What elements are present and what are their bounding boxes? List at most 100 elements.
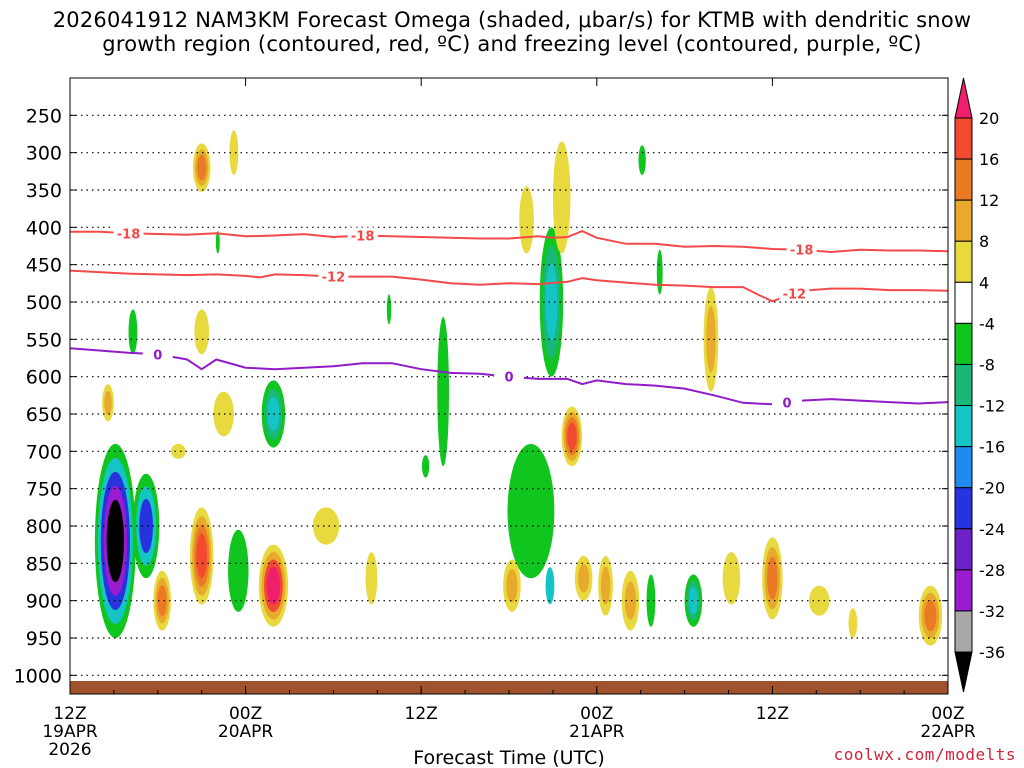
- y-tick-label-900: 900: [26, 591, 62, 613]
- dgz-minus12-label-bg-1: [779, 285, 810, 301]
- colorbar-label-0: 20: [979, 109, 999, 128]
- colorbar-segment-12: [954, 569, 973, 612]
- dgz-minus18-label-bg-2: [786, 241, 817, 257]
- omega-cell-24-level-1: [578, 563, 590, 593]
- y-tick-label-850: 850: [26, 553, 62, 575]
- omega-cell-25-level-1: [600, 566, 611, 605]
- x-tick-date-36: 21APR: [569, 722, 625, 742]
- y-tick-label-350: 350: [26, 180, 62, 202]
- colorbar-segment-4: [954, 240, 973, 283]
- colorbar-segment-7: [954, 363, 973, 407]
- y-tick-label-450: 450: [26, 255, 62, 277]
- colorbar-label-13: -36: [979, 643, 1005, 662]
- freezing-level-label-2: 0: [783, 396, 792, 411]
- omega-cell-17-level-0: [507, 443, 555, 579]
- y-tick-label-950: 950: [26, 628, 62, 650]
- x-tick-year-0: 2026: [48, 740, 91, 760]
- colorbar-segment-5: [954, 281, 973, 324]
- colorbar-segment-3: [954, 199, 973, 242]
- colorbar-label-9: -20: [979, 479, 1005, 498]
- colorbar-segment-6: [954, 322, 973, 365]
- omega-cell-31-level-0: [722, 552, 741, 605]
- omega-cell-16-level-0: [437, 316, 450, 467]
- axes: 250 300 350 400 450 500 550 600 650 700 750 800 850 9…: [14, 78, 976, 760]
- omega-cell-13-level-0: [229, 130, 239, 176]
- colorbar-label-11: -28: [979, 561, 1005, 580]
- x-tick-date-60: 22APR: [920, 722, 976, 742]
- colorbar-label-4: 4: [979, 273, 989, 292]
- y-tick-label-300: 300: [26, 143, 62, 165]
- dgz-minus18-label-bg-1: [347, 227, 378, 243]
- omega-cell-2-level-0: [128, 309, 138, 355]
- x-tick-date-0: 19APR: [42, 722, 98, 742]
- dgz-minus12-line: [70, 269, 948, 303]
- y-tick-label-650: 650: [26, 404, 62, 426]
- omega-cell-3-level-1: [104, 390, 112, 415]
- colorbar-label-1: 16: [979, 150, 999, 169]
- y-tick-label-750: 750: [26, 479, 62, 501]
- omega-cell-9-level-0: [213, 391, 234, 437]
- colorbar-label-6: -8: [979, 355, 995, 374]
- omega-cell-12-level-3: [266, 566, 281, 605]
- colorbar-bottom-triangle: [954, 651, 973, 693]
- omega-cell-30-level-1: [706, 305, 716, 373]
- colorbar-segment-9: [954, 446, 973, 489]
- x-tick-label-12: 00Z: [229, 704, 262, 724]
- omega-cell-32-level-2: [767, 556, 778, 600]
- dgz-minus12-label-bg-0: [318, 268, 349, 284]
- omega-cell-10-level-0: [228, 529, 249, 612]
- x-tick-label-24: 12Z: [405, 704, 438, 724]
- y-tick-label-250: 250: [26, 105, 62, 127]
- y-tick-label-1000: 1000: [14, 665, 62, 687]
- dgz-minus18-label-bg-0: [113, 225, 144, 241]
- omega-cell-7-level-2: [197, 154, 207, 181]
- x-axis-label: Forecast Time (UTC): [413, 747, 604, 768]
- omega-cell-18-level-1: [506, 569, 518, 603]
- colorbar-label-2: 12: [979, 191, 999, 210]
- credit-text: coolwx.com/modelts: [833, 745, 1016, 764]
- omega-cell-5-level-0: [170, 443, 186, 459]
- chart-title-line-1: 2026041912 NAM3KM Forecast Omega (shaded…: [52, 8, 972, 32]
- omega-cell-38-level-0: [215, 231, 220, 254]
- omega-cell-36-level-0: [638, 145, 646, 176]
- colorbar-segment-8: [954, 405, 973, 448]
- y-tick-label-800: 800: [26, 516, 62, 538]
- y-tick-label-400: 400: [26, 217, 62, 239]
- omega-cell-37-level-0: [386, 294, 392, 325]
- colorbar-segment-10: [954, 487, 973, 530]
- dgz-minus18-label-2: -18: [790, 244, 814, 259]
- omega-cell-11-level-2: [267, 396, 280, 432]
- omega-cell-4-level-2: [157, 585, 167, 617]
- y-tick-label-700: 700: [26, 441, 62, 463]
- omega-cell-34-level-0: [848, 608, 858, 638]
- omega-cell-20-level-2: [545, 263, 558, 341]
- omega-cell-19-level-0: [545, 567, 555, 605]
- colorbar-segment-2: [954, 158, 973, 201]
- colorbar-label-10: -24: [979, 520, 1005, 539]
- colorbar-segment-11: [954, 528, 973, 571]
- colorbar-segment-1: [954, 117, 973, 160]
- colorbar-label-8: -16: [979, 438, 1005, 457]
- colorbar-label-3: 8: [979, 232, 989, 251]
- freezing-level-label-bg-2: [772, 394, 803, 410]
- pressure-gridlines: [70, 114, 948, 676]
- x-tick-date-12: 20APR: [218, 722, 274, 742]
- omega-cell-29-level-2: [688, 587, 698, 615]
- x-tick-label-48: 12Z: [756, 704, 789, 724]
- omega-cell-1-level-2: [139, 498, 153, 554]
- omega-cell-28-level-0: [656, 249, 663, 295]
- freezing-level-label-0: 0: [153, 348, 162, 363]
- dgz-minus18-label-0: -18: [117, 227, 141, 242]
- colorbar-label-12: -32: [979, 602, 1005, 621]
- colorbar-label-7: -12: [979, 397, 1005, 416]
- omega-cell-26-level-1: [624, 581, 637, 620]
- x-tick-label-60: 00Z: [931, 704, 964, 724]
- freezing-level-label-1: 0: [504, 371, 513, 386]
- omega-cell-6-level-3: [196, 533, 208, 579]
- omega-cell-8-level-0: [194, 309, 210, 355]
- colorbar-top-triangle: [954, 77, 973, 119]
- colorbar-segment-13: [954, 610, 973, 653]
- temperature-contours: -18 -18 -18 -12 -12 0 0 0: [70, 225, 948, 411]
- dgz-minus12-label-0: -12: [322, 271, 346, 286]
